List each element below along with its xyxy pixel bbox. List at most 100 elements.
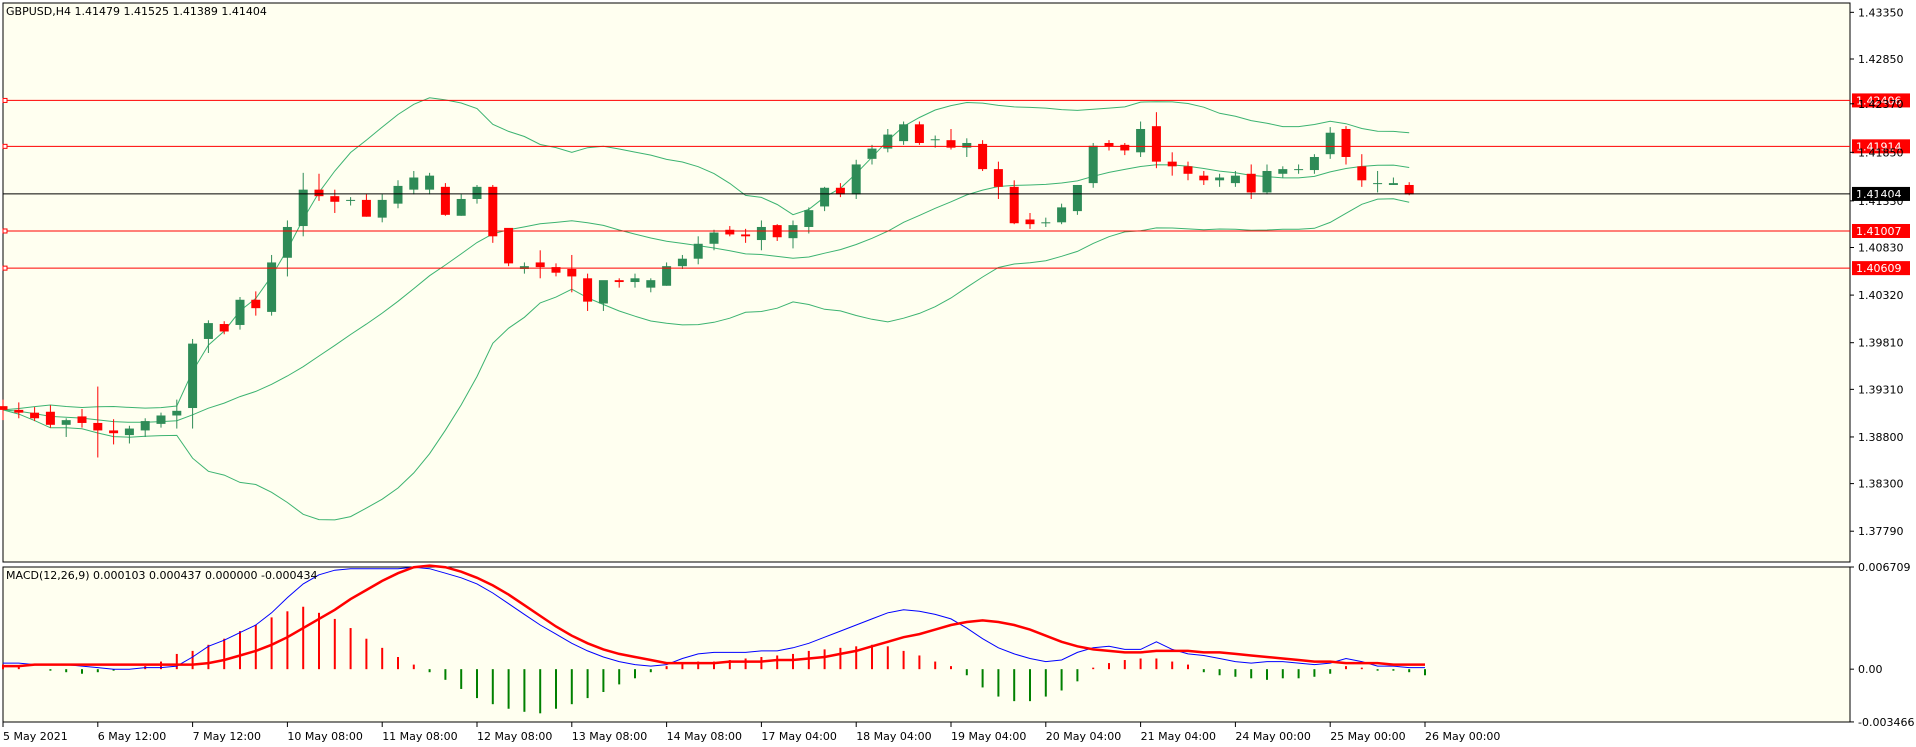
candle-body [1230, 175, 1240, 184]
x-tick-label: 7 May 12:00 [193, 730, 261, 743]
candle-body [1325, 132, 1335, 155]
macd-signal-line [3, 564, 1425, 668]
candle-body [693, 243, 703, 259]
candle-body [1151, 126, 1161, 162]
candle [282, 220, 292, 277]
candle [361, 194, 371, 217]
candle [346, 197, 356, 206]
candle [314, 173, 324, 201]
candle-body [235, 299, 245, 325]
candle [1388, 177, 1398, 185]
candle-body [883, 134, 893, 149]
x-tick-label: 24 May 00:00 [1235, 730, 1310, 743]
candle [1341, 126, 1351, 165]
candle [1309, 154, 1319, 174]
candle [1151, 112, 1161, 169]
candle [614, 278, 624, 288]
candle-body [962, 142, 972, 148]
candle [583, 273, 593, 311]
candle-body [820, 187, 830, 207]
candle [377, 194, 387, 223]
candle-body [614, 280, 624, 283]
candle [140, 418, 150, 437]
candle-body [1025, 219, 1035, 225]
candle [235, 296, 245, 330]
candle [1294, 164, 1304, 174]
candle-body [1072, 184, 1082, 212]
y-tick-label: 1.41850 [1858, 146, 1904, 159]
candle-body [140, 421, 150, 431]
candle-body [488, 186, 498, 237]
y-tick-label: 1.40830 [1858, 242, 1904, 255]
candle-body [662, 266, 672, 286]
candle-body [930, 139, 940, 141]
candle-body [1388, 183, 1398, 185]
candle-body [330, 196, 340, 202]
candle [124, 425, 134, 444]
macd-y-tick-label: -0.003466 [1858, 716, 1914, 729]
macd-y-tick-label: 0.00 [1858, 663, 1883, 676]
candle [1057, 203, 1067, 225]
candle [1025, 212, 1035, 229]
candle-body [519, 266, 529, 269]
candle [251, 291, 261, 316]
x-tick-label: 14 May 08:00 [667, 730, 742, 743]
candle [109, 419, 119, 445]
x-tick-label: 10 May 08:00 [287, 730, 362, 743]
x-tick-label: 6 May 12:00 [98, 730, 166, 743]
candle [851, 159, 861, 199]
x-tick-label: 18 May 04:00 [856, 730, 931, 743]
candle-body [440, 186, 450, 215]
macd-y-tick-label: 0.006709 [1858, 561, 1911, 574]
candle-body [899, 124, 909, 142]
candle [677, 254, 687, 269]
candle [1041, 217, 1051, 227]
candle [820, 186, 830, 212]
x-tick-label: 19 May 04:00 [951, 730, 1026, 743]
candle [298, 172, 308, 237]
candle [45, 405, 55, 428]
candle [835, 183, 845, 198]
candle-body [472, 186, 482, 199]
x-tick-label: 25 May 00:00 [1330, 730, 1405, 743]
current-price-tag [1852, 186, 1910, 201]
candle-body [788, 225, 798, 239]
candle [156, 412, 166, 428]
candle [867, 144, 877, 165]
candle [1278, 166, 1288, 178]
candle [1088, 142, 1098, 188]
candle-body [156, 415, 166, 424]
candle [709, 229, 719, 251]
level-price-label: 1.41007 [1856, 225, 1902, 238]
candle-body [124, 428, 134, 436]
y-tick-label: 1.39310 [1858, 383, 1904, 396]
candle [77, 408, 87, 428]
level-price-tag [1852, 223, 1910, 238]
x-tick-label: 26 May 00:00 [1425, 730, 1500, 743]
candle [883, 128, 893, 153]
candle-body [361, 199, 371, 217]
level-price-tag [1852, 261, 1910, 276]
candle-body [1199, 175, 1209, 181]
candle-body [456, 198, 466, 216]
candle [267, 254, 277, 316]
macd-title: MACD(12,26,9) 0.000103 0.000437 0.000000… [6, 569, 318, 582]
candle [1009, 180, 1019, 225]
candle-body [1341, 128, 1351, 157]
candle-body [1309, 156, 1319, 171]
candle-body [867, 148, 877, 159]
candle [1246, 164, 1256, 199]
candle-body [1009, 186, 1019, 224]
candle [456, 194, 466, 216]
y-tick-label: 1.41330 [1858, 195, 1904, 208]
candle-body [1057, 207, 1067, 223]
macd-panel [2, 566, 1851, 723]
candle-body [409, 177, 419, 190]
candle-body [314, 189, 324, 197]
candle-body [1088, 145, 1098, 184]
candle-body [1357, 166, 1367, 181]
candle [567, 254, 577, 293]
candle-body [30, 412, 40, 419]
candle-body [0, 406, 8, 410]
